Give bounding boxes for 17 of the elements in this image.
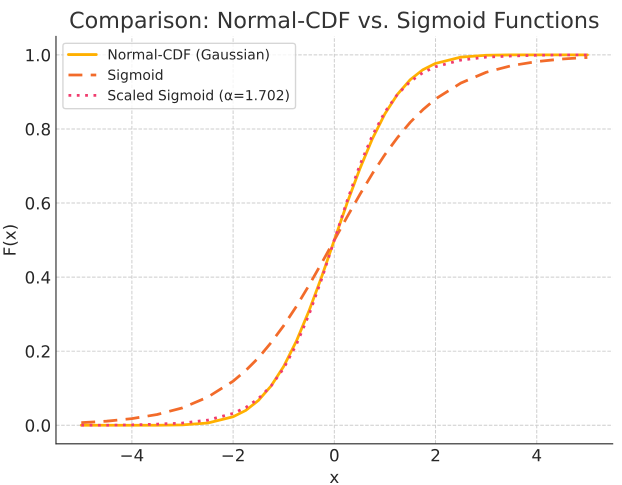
y-tick-label: 1.0: [26, 48, 50, 62]
chart-title: Comparison: Normal-CDF vs. Sigmoid Functions: [70, 11, 598, 33]
x-tick-label: 2: [431, 448, 440, 462]
legend-label: Scaled Sigmoid (α=1.702): [108, 90, 289, 104]
y-tick-label: 0.8: [26, 122, 50, 136]
legend-label: Sigmoid: [108, 69, 162, 83]
x-tick-label: 4: [532, 449, 542, 462]
y-tick-label: 0.0: [26, 419, 50, 432]
x-tick-label: −4: [121, 449, 144, 462]
y-tick-label: 0.6: [26, 197, 50, 210]
legend-label: Normal-CDF (Gaussian): [108, 48, 269, 62]
x-tick-label: −2: [222, 448, 244, 462]
y-axis-title: F(x): [2, 225, 18, 255]
x-axis-title: x: [330, 474, 339, 483]
y-tick-label: 0.4: [26, 271, 50, 284]
x-tick-label: 0: [330, 448, 339, 462]
y-tick-label: 0.2: [26, 345, 50, 358]
